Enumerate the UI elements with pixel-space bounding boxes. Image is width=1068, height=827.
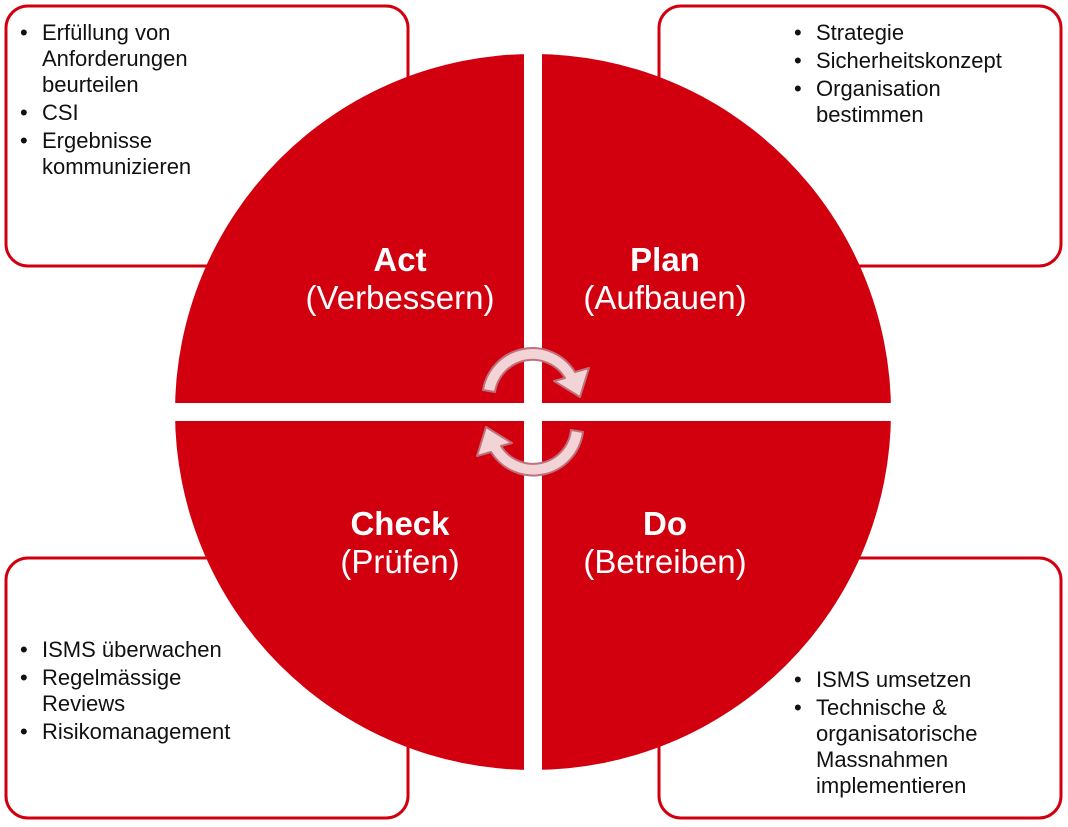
- check-title: Check: [350, 505, 450, 542]
- plan-title: Plan: [630, 241, 700, 278]
- list-item: Ergebnisse kommunizieren: [18, 128, 218, 180]
- check-label: Check (Prüfen): [290, 505, 510, 581]
- do-callout-list: ISMS umsetzen Technische & organisatoris…: [792, 667, 1007, 801]
- list-item: Strategie: [792, 20, 1052, 46]
- do-label: Do (Betreiben): [555, 505, 775, 581]
- list-item: Regelmässige Reviews: [18, 665, 202, 717]
- list-item: CSI: [18, 100, 218, 126]
- list-item: Risikomanagement: [18, 719, 268, 745]
- check-subtitle: (Prüfen): [340, 543, 460, 580]
- act-title: Act: [373, 241, 427, 278]
- plan-subtitle: (Aufbauen): [583, 279, 747, 316]
- act-subtitle: (Verbessern): [305, 279, 495, 316]
- list-item: Technische & organisatorische Massnahmen…: [792, 695, 1007, 799]
- plan-callout-list: Strategie Sicherheitskonzept Organisatio…: [792, 20, 1052, 130]
- list-item: ISMS überwachen: [18, 637, 268, 663]
- act-label: Act (Verbessern): [290, 241, 510, 317]
- circular-arrows-icon: [476, 347, 590, 477]
- check-callout-list: ISMS überwachen Regelmässige Reviews Ris…: [18, 637, 268, 747]
- act-callout-list: Erfüllung von Anforderungen beurteilen C…: [18, 20, 218, 182]
- list-item: Sicherheitskonzept: [792, 48, 1052, 74]
- do-title: Do: [643, 505, 687, 542]
- list-item: Organisation bestimmen: [792, 76, 966, 128]
- list-item: ISMS umsetzen: [792, 667, 1007, 693]
- horizontal-separator: [165, 403, 901, 421]
- plan-label: Plan (Aufbauen): [555, 241, 775, 317]
- do-subtitle: (Betreiben): [583, 543, 747, 580]
- list-item: Erfüllung von Anforderungen beurteilen: [18, 20, 218, 98]
